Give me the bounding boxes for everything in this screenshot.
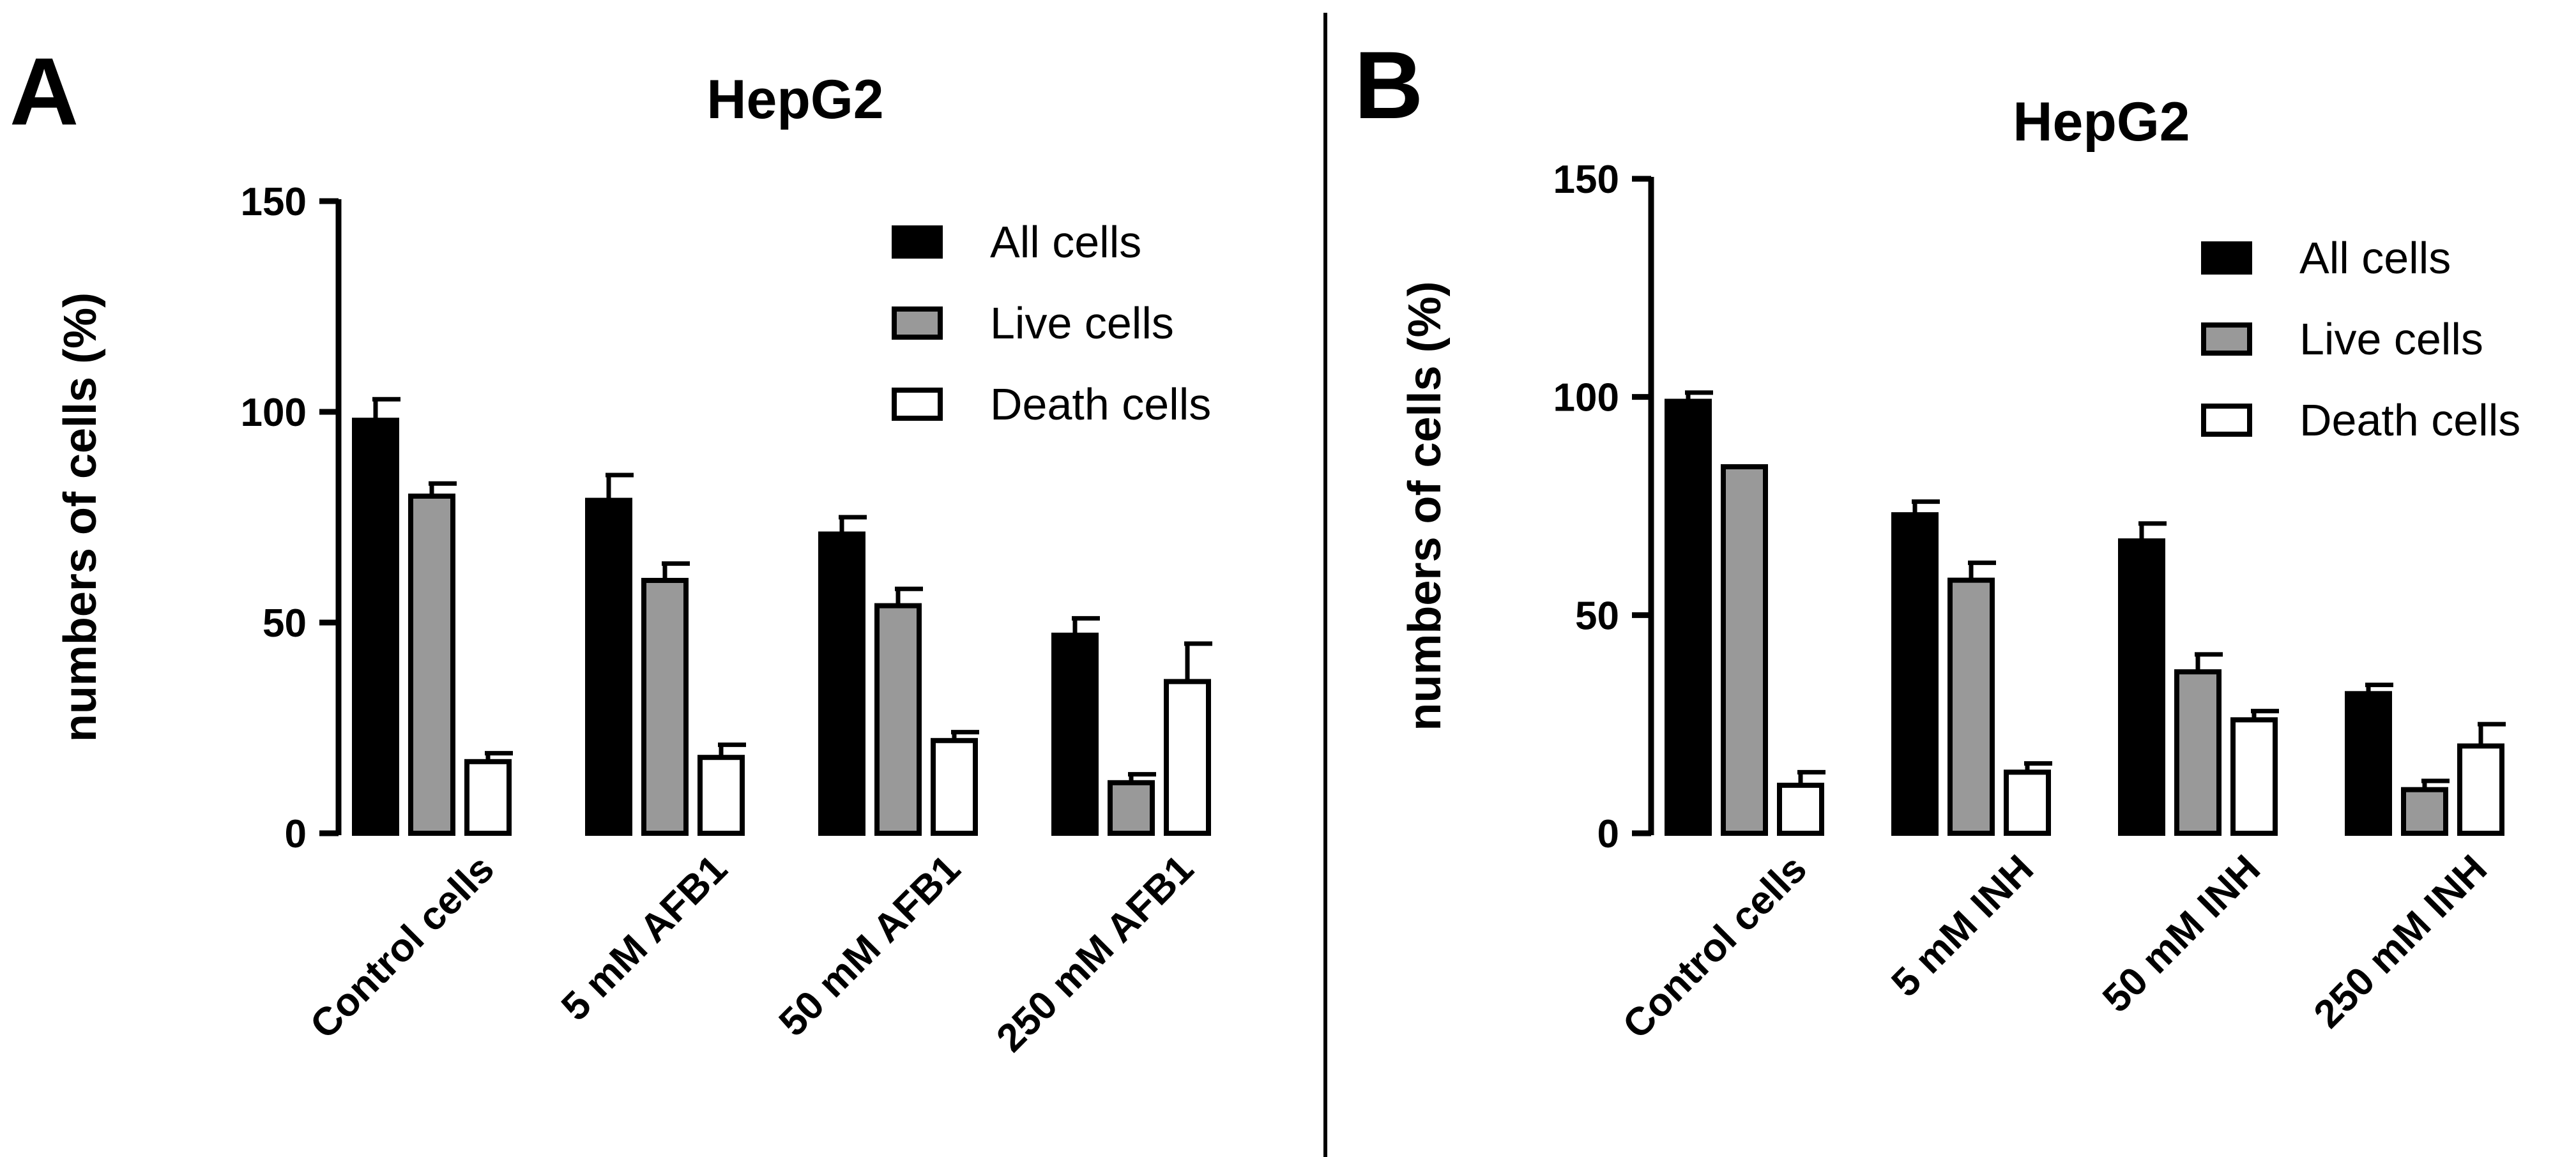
bar [2230, 717, 2278, 836]
y-tick-label: 0 [1597, 812, 1619, 856]
legend-label: Live cells [990, 298, 1174, 348]
y-tick-label: 100 [1553, 376, 1619, 420]
bar [818, 531, 865, 836]
bar [585, 497, 632, 836]
legend-swatch [2201, 322, 2252, 356]
legend-label: Death cells [2299, 395, 2520, 445]
legend-swatch [2201, 404, 2252, 437]
legend-swatch [2201, 241, 2252, 275]
bar [697, 755, 745, 836]
category-label: Control cells [302, 847, 503, 1047]
bar [1891, 512, 1939, 836]
legend-label: All cells [2299, 233, 2451, 283]
y-axis-label: numbers of cells (%) [55, 292, 106, 742]
bar [2457, 743, 2504, 836]
bar [641, 578, 689, 836]
legend-label: Live cells [2299, 314, 2483, 364]
y-tick-label: 150 [1553, 158, 1619, 202]
y-tick-label: 50 [263, 601, 307, 646]
bar [1947, 577, 1995, 836]
chart-panel-b: B HepG2 0 50 100 150 numbers of cells (%) Contr… [1354, 31, 2520, 1047]
bar [352, 418, 399, 836]
bar [874, 603, 922, 836]
bar [408, 494, 455, 836]
legend-swatch [892, 225, 943, 259]
category-label: Control cells [1615, 847, 1815, 1047]
panel-letter: A [10, 38, 79, 145]
bar [464, 759, 512, 836]
bar [2174, 669, 2222, 836]
bar [1108, 780, 1155, 836]
legend-swatch [892, 306, 943, 340]
chart-title: HepG2 [2013, 91, 2190, 153]
legend-label: Death cells [990, 379, 1211, 429]
legend-swatch [892, 388, 943, 421]
bar [2345, 691, 2392, 836]
y-tick-label: 150 [241, 180, 307, 224]
category-label: 50 mM AFB1 [771, 847, 969, 1045]
bar [931, 737, 978, 836]
chart-title: HepG2 [706, 69, 883, 130]
y-tick-label: 50 [1575, 594, 1619, 638]
category-label: 250 mM AFB1 [988, 847, 1202, 1061]
bar [1721, 464, 1768, 836]
legend-label: All cells [990, 217, 1141, 267]
bar [1665, 398, 1712, 836]
category-label: 50 mM INH [2094, 847, 2269, 1021]
panel-letter: B [1354, 31, 1423, 139]
bar [2401, 787, 2448, 836]
category-label: 5 mM AFB1 [553, 847, 736, 1029]
bar [1051, 632, 1099, 836]
chart-panel-a: A HepG2 0 50 100 150 numbers of cells (%) Contr… [10, 38, 1212, 1061]
y-axis-label: numbers of cells (%) [1399, 281, 1451, 730]
category-label: 5 mM INH [1883, 847, 2042, 1006]
category-label: 250 mM INH [2306, 847, 2496, 1036]
bar [2118, 538, 2165, 836]
y-tick-label: 0 [285, 812, 307, 856]
y-tick-label: 100 [241, 391, 307, 435]
bar [1777, 782, 1824, 836]
bar [1164, 679, 1211, 836]
bar [2004, 769, 2051, 836]
